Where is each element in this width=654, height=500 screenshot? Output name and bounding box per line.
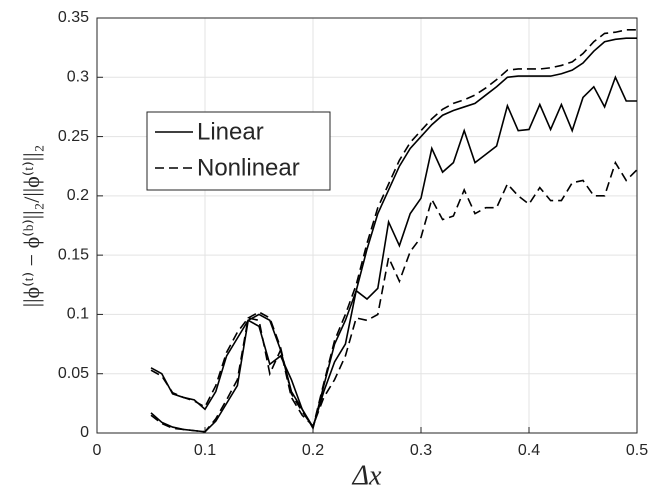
plot-area [97, 18, 637, 433]
y-tick-label: 0.3 [67, 69, 89, 86]
legend-label: Nonlinear [197, 154, 300, 181]
y-tick-label: 0.1 [67, 306, 89, 323]
line [150, 29, 637, 433]
line [150, 75, 637, 430]
legend-box [146, 111, 331, 191]
y-tick-label: 0.25 [58, 128, 89, 145]
y-tick-label: 0.05 [58, 365, 89, 382]
y-tick-label: 0.2 [67, 187, 89, 204]
plot-frame [96, 17, 638, 434]
y-tick-label: 0.15 [58, 246, 89, 263]
y-tick-label: 0.35 [58, 9, 89, 26]
line [150, 160, 638, 428]
x-tick-label: 0.2 [302, 442, 324, 459]
x-tick-label: 0.5 [626, 442, 648, 459]
y-axis-label: ||ϕ⁽ᵗ⁾ − ϕ⁽ᵇ⁾||₂/||ϕ⁽ᵗ⁾||₂ [19, 145, 44, 308]
legend-label: Linear [197, 118, 264, 145]
x-tick-label: 0 [93, 442, 102, 459]
x-axis-label: Δx [352, 460, 382, 491]
y-tick-label: 0 [80, 424, 89, 441]
x-tick-label: 0.1 [194, 442, 216, 459]
x-tick-label: 0.3 [410, 442, 432, 459]
line [150, 37, 637, 433]
x-tick-label: 0.4 [518, 442, 540, 459]
